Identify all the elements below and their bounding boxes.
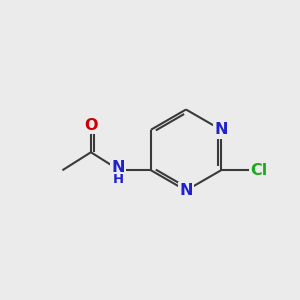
Text: N: N [214, 122, 228, 137]
Text: N: N [111, 160, 125, 175]
Text: O: O [84, 118, 98, 133]
Text: N: N [179, 183, 193, 198]
Text: H: H [112, 173, 124, 186]
Text: Cl: Cl [250, 163, 268, 178]
